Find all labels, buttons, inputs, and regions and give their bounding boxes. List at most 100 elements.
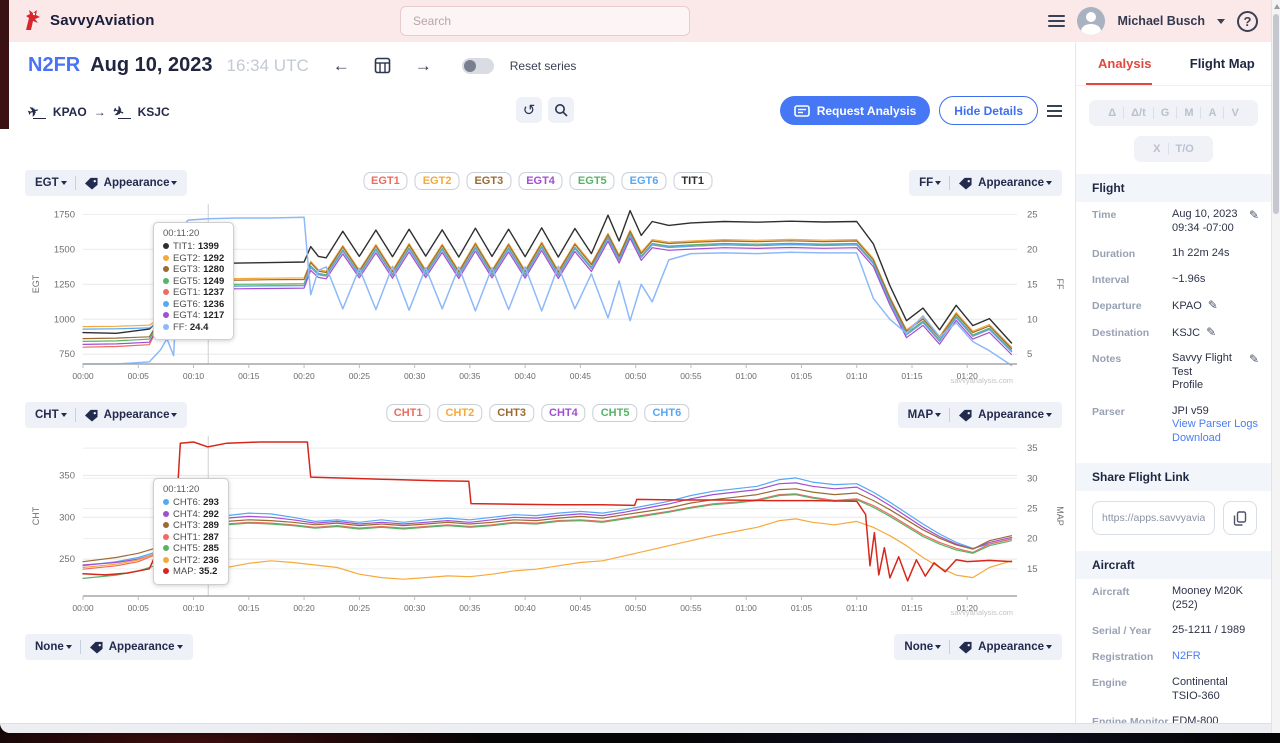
edit-icon[interactable]: ✎ bbox=[1206, 324, 1217, 339]
svg-text:00:15: 00:15 bbox=[238, 371, 260, 381]
svg-text:00:45: 00:45 bbox=[570, 603, 592, 613]
svg-text:01:15: 01:15 bbox=[901, 603, 923, 613]
legend-pill-egt4[interactable]: EGT4 bbox=[518, 172, 563, 190]
hide-details-button[interactable]: Hide Details bbox=[939, 96, 1038, 125]
tool-button-t[interactable]: Δ/t bbox=[1131, 107, 1146, 119]
scrollbar-thumb[interactable] bbox=[1273, 14, 1279, 214]
svg-text:01:05: 01:05 bbox=[791, 603, 813, 613]
legend-pill-cht1[interactable]: CHT1 bbox=[385, 404, 431, 422]
tool-button-x[interactable]: X bbox=[1153, 143, 1161, 155]
svg-text:CHT: CHT bbox=[31, 506, 41, 525]
ff-series-select[interactable]: FF bbox=[919, 177, 942, 189]
flight-registration-link[interactable]: N2FR bbox=[28, 54, 81, 76]
svg-text:00:35: 00:35 bbox=[459, 371, 481, 381]
svg-text:EGT: EGT bbox=[31, 274, 41, 293]
svg-text:01:00: 01:00 bbox=[736, 371, 758, 381]
tab-flight-map[interactable]: Flight Map bbox=[1189, 56, 1255, 71]
detail-row-registration: Registration N2FR bbox=[1076, 644, 1271, 670]
detail-value[interactable]: N2FR bbox=[1172, 650, 1201, 662]
scroll-up-arrow[interactable] bbox=[1273, 4, 1280, 9]
tool-button-to[interactable]: T/O bbox=[1175, 143, 1194, 155]
zoom-icon[interactable] bbox=[548, 97, 574, 123]
tool-button-[interactable]: Δ bbox=[1108, 107, 1117, 119]
svg-text:01:20: 01:20 bbox=[957, 371, 979, 381]
cht-appearance-select[interactable]: Appearance bbox=[84, 409, 178, 422]
cht-series-select[interactable]: CHT bbox=[35, 409, 67, 421]
detail-label: Duration bbox=[1092, 248, 1136, 260]
detail-link-view-parser-logs[interactable]: View Parser Logs bbox=[1172, 418, 1259, 430]
ff-appearance-select[interactable]: Appearance bbox=[958, 177, 1052, 190]
legend-pill-cht3[interactable]: CHT3 bbox=[489, 404, 534, 422]
egt-chart[interactable]: 750 1000 1250 1500 1750 5 10 15 20 25 00:00 00:05 00… bbox=[25, 198, 1065, 398]
detail-label: Engine Monitor bbox=[1092, 716, 1169, 723]
request-analysis-button[interactable]: Request Analysis bbox=[779, 96, 931, 125]
tag-icon bbox=[84, 409, 98, 422]
legend-pill-tit1[interactable]: TIT1 bbox=[673, 172, 713, 190]
svg-text:00:30: 00:30 bbox=[404, 371, 426, 381]
map-control-group: MAP Appearance bbox=[897, 402, 1062, 428]
departure-code: KPAO bbox=[52, 105, 87, 119]
legend-pill-egt5[interactable]: EGT5 bbox=[569, 172, 615, 190]
cht-control-group: CHT Appearance bbox=[25, 402, 188, 428]
svg-text:01:05: 01:05 bbox=[791, 371, 813, 381]
cht-chart-svg[interactable]: 250 300 350 15 20 25 30 35 00:00 00:05 00:10 00:15 0… bbox=[25, 430, 1065, 630]
avatar[interactable] bbox=[1077, 7, 1106, 35]
prev-flight-icon[interactable]: ← bbox=[332, 55, 350, 75]
svg-text:01:20: 01:20 bbox=[957, 603, 979, 613]
page-scrollbar[interactable] bbox=[1271, 0, 1280, 733]
user-name[interactable]: Michael Busch bbox=[1117, 14, 1205, 28]
tool-button-v[interactable]: V bbox=[1231, 107, 1239, 119]
cht-chart[interactable]: 250 300 350 15 20 25 30 35 00:00 00:05 00:10 00:15 0… bbox=[25, 430, 1065, 630]
share-link-input[interactable] bbox=[1092, 501, 1215, 535]
svg-text:15: 15 bbox=[1027, 279, 1038, 290]
svg-text:MAP: MAP bbox=[1055, 506, 1065, 526]
next-flight-icon[interactable]: → bbox=[414, 55, 432, 75]
tool-button-g[interactable]: G bbox=[1160, 107, 1170, 119]
legend-pill-egt1[interactable]: EGT1 bbox=[362, 172, 408, 190]
detail-label: Serial / Year bbox=[1092, 625, 1152, 637]
svg-text:1750: 1750 bbox=[54, 209, 75, 220]
detail-value: JPI v59 View Parser Logs Download bbox=[1172, 404, 1259, 444]
svg-text:350: 350 bbox=[59, 470, 75, 481]
chevron-down-icon[interactable] bbox=[1217, 18, 1225, 24]
help-icon[interactable]: ? bbox=[1237, 10, 1258, 32]
copy-link-button[interactable] bbox=[1223, 501, 1257, 535]
series-map bbox=[82, 441, 1013, 582]
bottom-left-series-select[interactable]: None bbox=[35, 641, 72, 653]
egt-control-group: EGT Appearance bbox=[25, 170, 188, 196]
svg-text:25: 25 bbox=[1027, 209, 1038, 220]
chart-context-menu-icon[interactable] bbox=[1047, 102, 1062, 120]
edit-icon[interactable]: ✎ bbox=[1248, 352, 1259, 366]
map-appearance-select[interactable]: Appearance bbox=[958, 409, 1052, 422]
legend-pill-egt2[interactable]: EGT2 bbox=[414, 172, 460, 190]
svg-text:00:50: 00:50 bbox=[625, 603, 647, 613]
tool-button-a[interactable]: A bbox=[1208, 107, 1217, 119]
legend-pill-cht5[interactable]: CHT5 bbox=[592, 404, 638, 422]
legend-pill-cht6[interactable]: CHT6 bbox=[644, 404, 690, 422]
detail-label: Engine bbox=[1092, 677, 1128, 689]
svg-text:00:30: 00:30 bbox=[404, 603, 426, 613]
tool-button-m[interactable]: M bbox=[1184, 107, 1194, 119]
brand-logo[interactable]: SavvyAviation bbox=[22, 8, 155, 32]
bottom-right-appearance-select[interactable]: Appearance bbox=[958, 641, 1052, 654]
tab-analysis[interactable]: Analysis bbox=[1076, 42, 1174, 85]
detail-link-download[interactable]: Download bbox=[1172, 431, 1221, 444]
svg-text:00:45: 00:45 bbox=[570, 371, 592, 381]
map-series-select[interactable]: MAP bbox=[908, 409, 942, 421]
edit-icon[interactable]: ✎ bbox=[1248, 208, 1259, 222]
bottom-left-appearance-select[interactable]: Appearance bbox=[89, 641, 183, 654]
bottom-right-series-select[interactable]: None bbox=[904, 641, 942, 653]
legend-pill-cht2[interactable]: CHT2 bbox=[437, 404, 483, 422]
search-input[interactable] bbox=[400, 6, 690, 36]
reset-zoom-icon[interactable]: ↺ bbox=[516, 97, 542, 123]
legend-pill-cht4[interactable]: CHT4 bbox=[541, 404, 586, 422]
detail-row-aircraft: Aircraft Mooney M20K (252) bbox=[1076, 579, 1271, 618]
edit-icon[interactable]: ✎ bbox=[1207, 298, 1218, 312]
legend-pill-egt3[interactable]: EGT3 bbox=[466, 172, 512, 190]
reset-series-toggle[interactable] bbox=[461, 57, 494, 74]
egt-series-select[interactable]: EGT bbox=[35, 177, 67, 189]
menu-icon[interactable] bbox=[1048, 12, 1066, 30]
legend-pill-egt6[interactable]: EGT6 bbox=[621, 172, 667, 190]
flight-list-icon[interactable] bbox=[374, 57, 391, 74]
egt-appearance-select[interactable]: Appearance bbox=[84, 177, 178, 190]
